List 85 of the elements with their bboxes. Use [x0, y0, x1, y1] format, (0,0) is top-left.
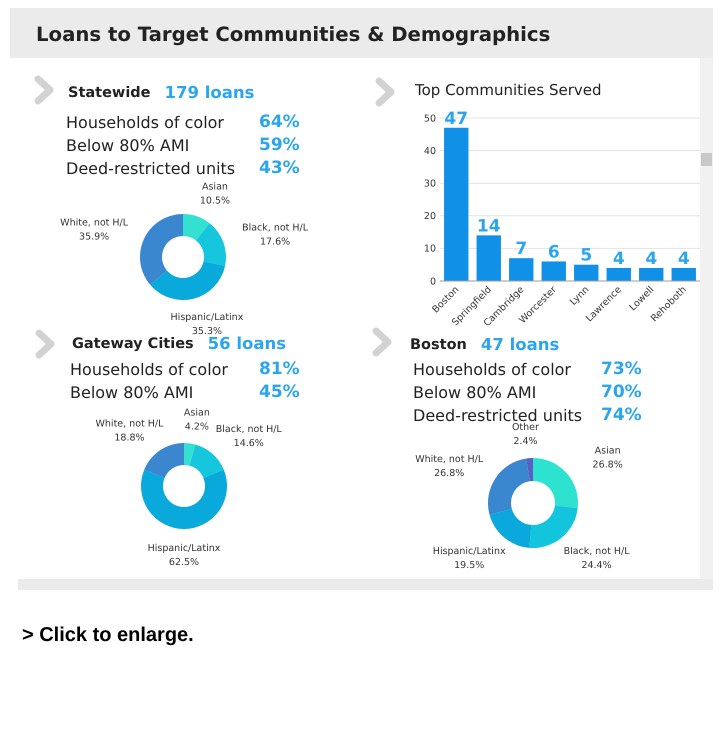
text: > Click to enlarge.	[22, 624, 194, 646]
y-tick-label: 50	[424, 113, 436, 124]
donut-slice	[529, 506, 578, 548]
slice-label: Asian	[594, 445, 621, 456]
data-label: 24.4%	[581, 560, 612, 572]
slice-label: White, not H/L	[96, 418, 164, 430]
bar	[672, 268, 696, 281]
y-tick-label: 20	[424, 211, 436, 222]
category-label: Households of color	[70, 360, 228, 379]
donut-slice	[196, 223, 226, 266]
data-label: 26.8%	[592, 459, 623, 470]
donut-slice	[141, 470, 227, 529]
slice-label: Asian	[184, 408, 210, 419]
slice-label: Hispanic/Latinx	[432, 546, 506, 557]
text: 64%	[259, 112, 300, 132]
slice-label: Black, not H/L	[216, 424, 282, 435]
data-label: 7	[515, 239, 528, 260]
data-label: 35.9%	[79, 231, 110, 242]
slice-label: Black, not H/L	[564, 546, 630, 558]
slice-label: White, not H/L	[60, 217, 129, 228]
text: 43%	[259, 158, 300, 178]
data-label: 14	[476, 216, 501, 236]
data-label: 4	[678, 248, 690, 269]
data-label: 47	[444, 108, 468, 129]
data-label: 35.3%	[192, 326, 222, 337]
y-tick-label: 10	[424, 244, 436, 255]
data-label: 2.4%	[513, 436, 538, 448]
text: 56 loans	[208, 334, 286, 353]
bar	[606, 268, 631, 281]
bar	[574, 264, 598, 281]
bar	[542, 261, 566, 281]
data-label: 6	[548, 242, 560, 262]
donut-slice	[526, 458, 533, 482]
donut-slice	[150, 261, 226, 300]
slice-label: Black, not H/L	[242, 222, 309, 234]
category-label: Households of color	[413, 360, 572, 379]
category-label: Below 80% AMI	[70, 383, 194, 402]
data-label: 19.5%	[454, 560, 484, 571]
data-label: 5	[580, 246, 592, 266]
y-tick-label: 40	[424, 146, 436, 157]
text: Statewide	[68, 85, 151, 101]
data-label: 18.8%	[114, 432, 145, 444]
bar	[509, 258, 534, 281]
data-label: 4	[645, 248, 658, 269]
donut-slice	[488, 458, 530, 515]
text: 179 loans	[164, 83, 255, 102]
bar	[476, 235, 501, 281]
text: Loans to Target Communities & Demographics	[36, 23, 550, 46]
text: 73%	[601, 359, 642, 379]
text: Gateway Cities	[72, 336, 194, 352]
data-label: 62.5%	[168, 557, 200, 568]
donut-slice	[490, 508, 532, 548]
y-tick-label: 30	[424, 178, 436, 190]
bar	[444, 128, 468, 281]
data-label: 4.2%	[184, 422, 209, 433]
slice-label: Hispanic/Latinx	[170, 312, 244, 323]
donut-slice	[140, 214, 183, 285]
slice-label: Hispanic/Latinx	[148, 543, 221, 554]
donut-slice	[189, 444, 224, 478]
data-label: 10.5%	[200, 196, 230, 207]
text: 47 loans	[480, 335, 560, 354]
chart-title: Top Communities Served	[414, 81, 602, 99]
slice-label: Other	[512, 422, 540, 434]
text: 45%	[259, 382, 300, 402]
data-label: 14.6%	[234, 438, 264, 449]
text: 74%	[601, 405, 642, 425]
y-tick-label: 0	[430, 276, 436, 288]
data-label: 4	[612, 248, 625, 269]
text: 70%	[601, 382, 642, 402]
data-label: 26.8%	[434, 468, 464, 479]
donut-slice	[144, 443, 184, 478]
slice-label: White, not H/L	[415, 454, 484, 465]
text: 59%	[259, 135, 300, 155]
category-label: Deed-restricted units	[66, 159, 236, 178]
donut-slice	[184, 443, 196, 466]
category-label: Below 80% AMI	[66, 136, 190, 155]
slice-label: Asian	[202, 182, 228, 193]
text: Boston	[410, 337, 467, 353]
data-label: 17.6%	[260, 236, 290, 248]
category-label: Households of color	[66, 113, 224, 132]
text: 81%	[259, 359, 300, 379]
donut-slice	[183, 214, 210, 240]
bar	[639, 268, 664, 281]
category-label: Below 80% AMI	[413, 383, 536, 402]
donut-slice	[533, 458, 578, 508]
